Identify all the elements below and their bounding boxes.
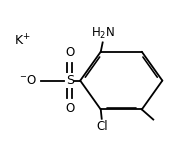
Text: O: O — [65, 102, 74, 115]
Text: K$^{+}$: K$^{+}$ — [14, 33, 31, 49]
Text: S: S — [66, 74, 74, 87]
Text: Cl: Cl — [96, 120, 108, 133]
Text: O: O — [65, 46, 74, 59]
Text: H$_2$N: H$_2$N — [91, 26, 115, 41]
Text: $^{-}$O: $^{-}$O — [19, 74, 37, 87]
